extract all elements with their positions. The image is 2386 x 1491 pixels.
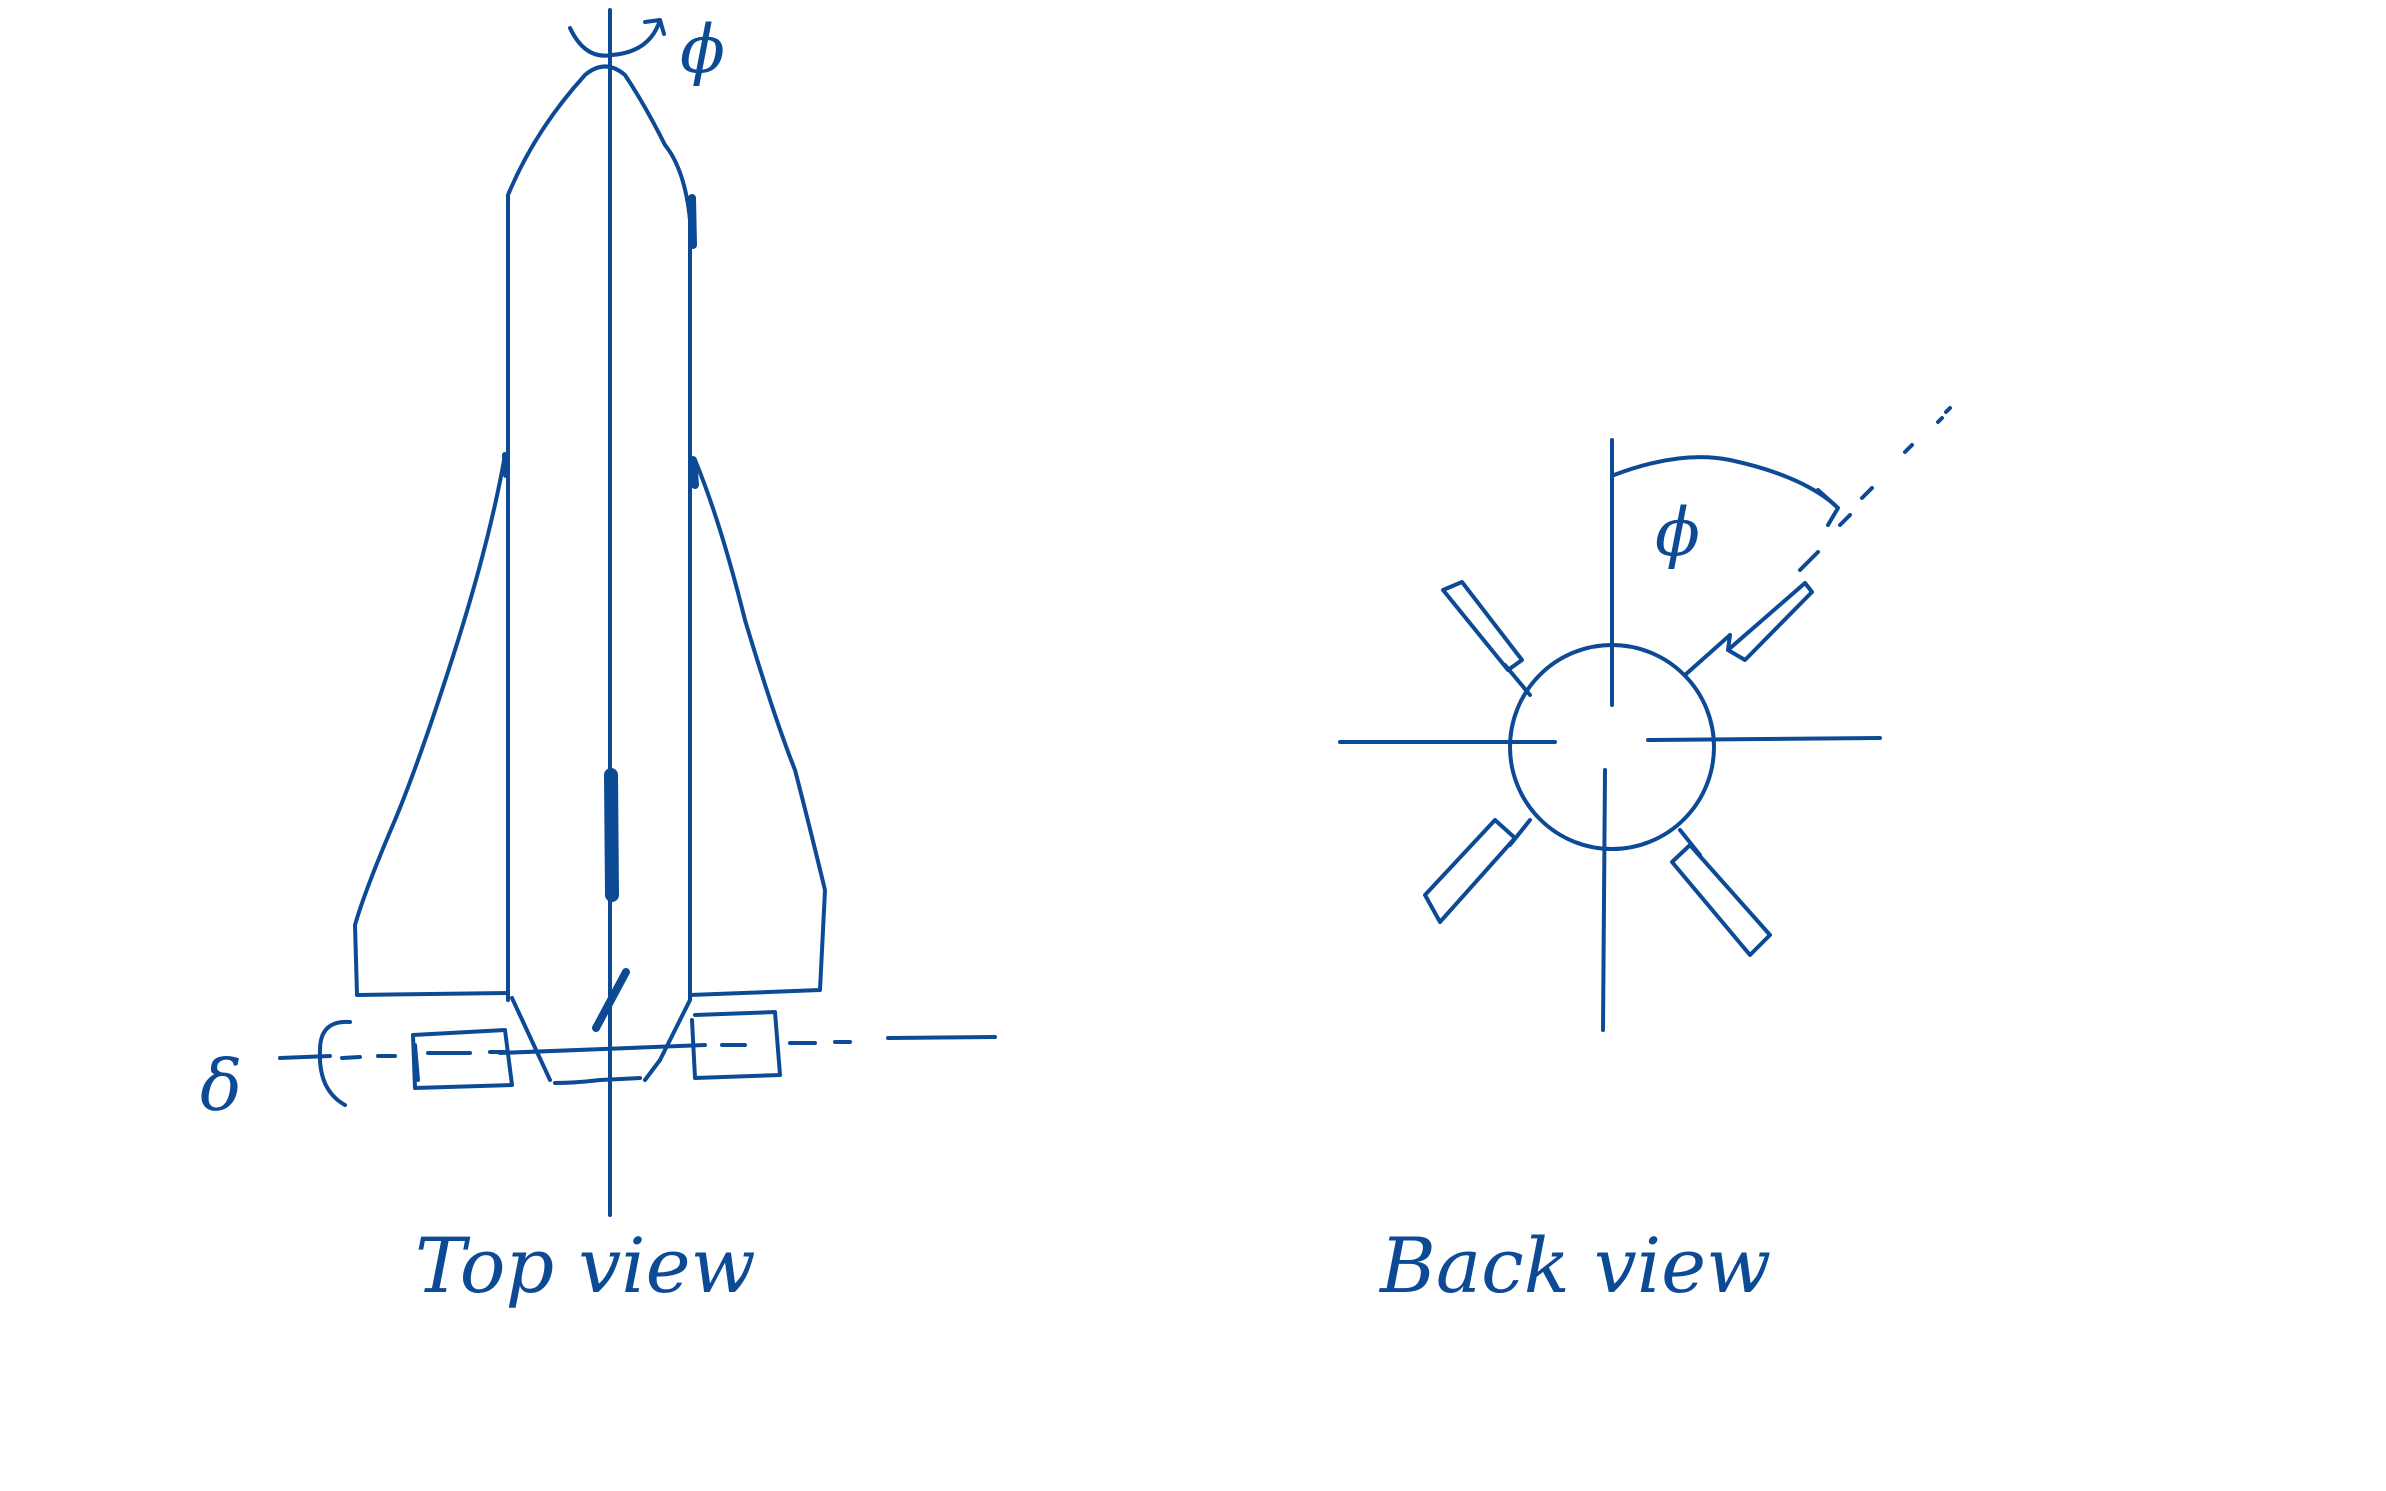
elevator-right <box>690 1010 782 1080</box>
ref-dash-4 <box>1903 443 1914 454</box>
phi-label-back: ϕ <box>1655 494 1700 571</box>
hinge-line-right <box>886 1035 997 1040</box>
top-view-drawing <box>278 8 997 1217</box>
hinge-line <box>278 1054 332 1060</box>
delta-bracket <box>317 1019 352 1107</box>
ref-dash-3 <box>1860 486 1874 500</box>
hinge-solid <box>498 1043 707 1055</box>
fin-mark-right-2 <box>689 456 699 489</box>
delta-label: δ <box>200 1045 242 1127</box>
ref-dash-2 <box>1838 513 1852 527</box>
tail-right <box>643 998 692 1082</box>
fin-upper-right <box>1683 581 1814 677</box>
fin-lower-left <box>1423 818 1532 924</box>
spar-mark <box>604 768 619 902</box>
phi-label-top: ϕ <box>680 11 725 88</box>
phi-arrow <box>1816 488 1840 527</box>
axis-horizontal-right <box>1646 736 1882 742</box>
ref-dash-6 <box>1944 406 1952 414</box>
ref-dash-5 <box>1936 416 1944 424</box>
hinge-dash-1 <box>340 1055 362 1060</box>
axis-vertical-bottom <box>1601 768 1607 1032</box>
canard-tick <box>592 968 630 1032</box>
fin-upper-left <box>1441 580 1532 697</box>
fin-mark-left <box>502 452 509 478</box>
tail-left <box>510 996 552 1082</box>
phi-arc <box>1612 455 1837 507</box>
roll-arrow-top <box>568 18 666 58</box>
fin-right <box>688 458 827 997</box>
back-view-drawing <box>1338 406 1952 1032</box>
fin-lower-right <box>1670 828 1772 957</box>
ref-dash-1 <box>1798 550 1820 572</box>
fin-mark-right <box>688 194 697 249</box>
tail-bottom <box>553 1076 642 1085</box>
nose-cone <box>506 64 692 222</box>
elevator-left <box>411 1028 514 1090</box>
top-view-caption: Top view <box>415 1221 756 1310</box>
fin-left <box>353 453 510 997</box>
back-view-caption: Back view <box>1378 1221 1771 1310</box>
